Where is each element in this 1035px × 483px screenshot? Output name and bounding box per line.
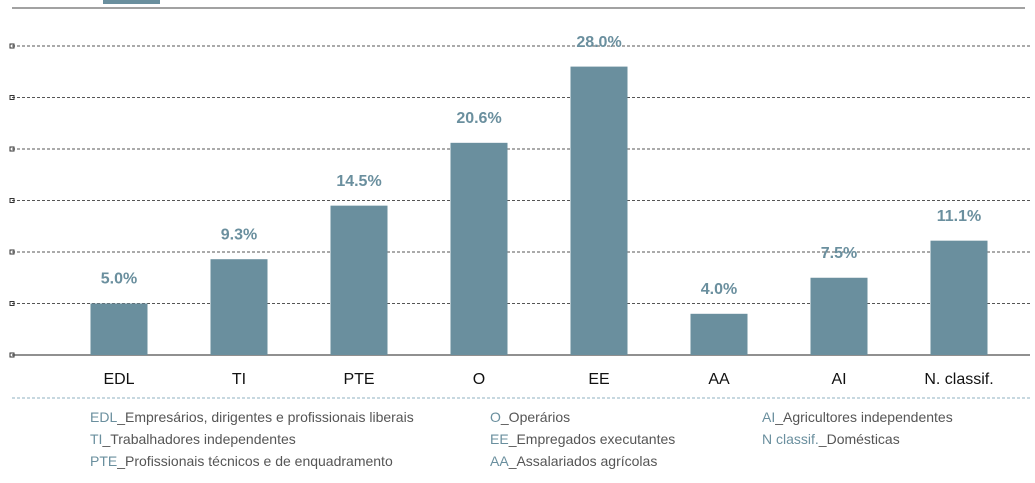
y-tick-mark (9, 95, 15, 100)
value-label: 5.0% (101, 271, 137, 288)
bar (930, 240, 988, 355)
legend-abbr: TI (90, 431, 102, 447)
legend-abbr: AI (762, 409, 775, 425)
legend-entry: TI_Trabalhadores independentes (90, 431, 296, 447)
bar (450, 142, 508, 355)
legend-entry: N classif._Domésticas (762, 431, 900, 447)
legend-text: _Empregados executantes (508, 431, 676, 447)
x-tick-label: AI (831, 371, 846, 388)
value-label: 9.3% (221, 226, 257, 243)
bar (210, 259, 268, 355)
legend-text: _Domésticas (818, 431, 900, 447)
legend-abbr: EDL (90, 409, 117, 425)
x-tick-label: AA (708, 371, 730, 388)
legend-text: _Assalariados agrícolas (508, 453, 658, 469)
legend-entry: PTE_Profissionais técnicos e de enquadra… (90, 453, 393, 469)
legend-abbr: N classif. (762, 431, 819, 447)
value-label: 20.6% (456, 110, 501, 127)
y-tick-mark (9, 198, 15, 203)
legend-text: _Operários (500, 409, 570, 425)
x-tick-label: PTE (343, 371, 374, 388)
legend-entry: EE_Empregados executantes (490, 431, 675, 447)
bar (810, 277, 868, 355)
legend-entry: O_Operários (490, 409, 570, 425)
legend-entry: AI_Agricultores independentes (762, 409, 953, 425)
legend-text: _Profissionais técnicos e de enquadramen… (116, 453, 393, 469)
legend-entry: EDL_Empresários, dirigentes e profission… (90, 409, 414, 425)
legend-abbr: AA (490, 453, 509, 469)
legend-abbr: PTE (90, 453, 117, 469)
y-tick-mark (9, 352, 15, 358)
bar (90, 303, 148, 355)
bar (690, 313, 748, 355)
y-tick-mark (9, 249, 15, 255)
value-label: 14.5% (336, 173, 381, 190)
legend-text: _Trabalhadores independentes (101, 431, 295, 447)
legend-text: _Agricultores independentes (774, 409, 952, 425)
legend-swatch (103, 0, 160, 4)
legend-abbr: O (490, 409, 501, 425)
x-tick-label: O (473, 371, 485, 388)
bar (330, 205, 388, 355)
value-label: 4.0% (701, 281, 737, 298)
x-tick-label: TI (232, 371, 246, 388)
x-tick-label: N. classif. (924, 371, 993, 388)
legend-text: _Empresários, dirigentes e profissionais… (116, 409, 413, 425)
value-label: 7.5% (821, 245, 857, 262)
legend-entry: AA_Assalariados agrícolas (490, 453, 657, 469)
value-label: 28.0% (576, 34, 621, 51)
y-tick-mark (9, 146, 15, 152)
y-tick-mark (9, 301, 15, 306)
value-label: 11.1% (937, 208, 981, 225)
y-tick-mark (9, 43, 15, 49)
legend-abbr: EE (490, 431, 509, 447)
bar (570, 66, 628, 355)
x-tick-label: EDL (103, 371, 134, 388)
x-tick-label: EE (588, 371, 609, 388)
